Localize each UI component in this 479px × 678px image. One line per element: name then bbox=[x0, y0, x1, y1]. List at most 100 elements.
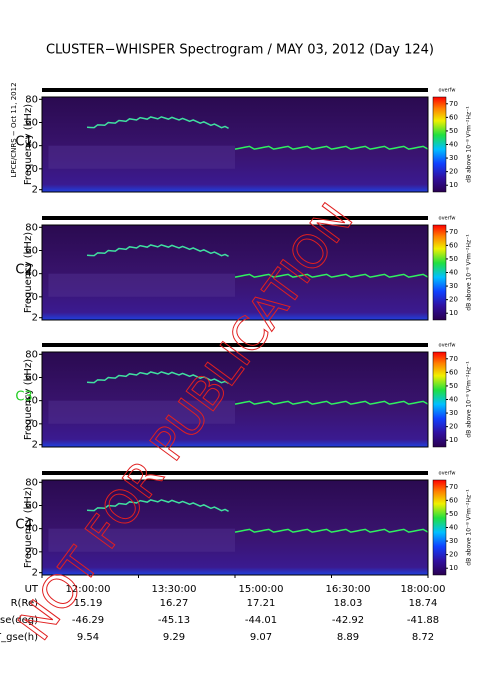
eph-time: 12:00:00 bbox=[66, 584, 111, 595]
y-tick-label: 2 bbox=[32, 568, 38, 579]
emission bbox=[234, 145, 429, 150]
y-tick-label: 80 bbox=[25, 222, 38, 233]
eph-value: 15.19 bbox=[74, 598, 103, 609]
colorbar-tick-label: 70 bbox=[449, 228, 458, 236]
y-label: Frequency (kHz) bbox=[23, 104, 34, 185]
eph-label: UT bbox=[25, 584, 39, 595]
y-tick-label: 2 bbox=[32, 440, 38, 451]
emission bbox=[86, 499, 229, 512]
eph-value: 18.74 bbox=[409, 598, 438, 609]
spectrogram bbox=[42, 480, 428, 575]
colorbar bbox=[432, 96, 447, 193]
colorbar-tick-label: 50 bbox=[449, 382, 458, 390]
colorbar-label: dB above 10⁻⁸ V²m⁻²Hz⁻¹ bbox=[466, 234, 473, 311]
colorbar bbox=[432, 351, 447, 448]
colorbar bbox=[432, 479, 447, 576]
emission bbox=[234, 273, 429, 278]
eph-value: -45.13 bbox=[158, 615, 190, 626]
eph-value: 9.54 bbox=[77, 632, 99, 643]
y-tick-label: 60 bbox=[25, 117, 38, 128]
spectrogram bbox=[42, 97, 428, 192]
y-tick-label: 40 bbox=[25, 396, 38, 407]
top-bar bbox=[42, 88, 428, 92]
panel-label: C3 bbox=[15, 390, 32, 405]
y-tick-label: 20 bbox=[25, 419, 38, 430]
y-tick-label: 80 bbox=[25, 477, 38, 488]
colorbar-tick-label: 10 bbox=[449, 436, 458, 444]
colorbar-tick-label: 40 bbox=[449, 141, 458, 149]
side-label: LPCE/CNRS − Oct 11, 2012 bbox=[10, 82, 18, 177]
colorbar-tick-label: 30 bbox=[449, 282, 458, 290]
y-tick-label: 40 bbox=[25, 269, 38, 280]
colorbar-tick-label: 60 bbox=[449, 496, 458, 504]
colorbar bbox=[432, 224, 447, 321]
eph-value: -42.92 bbox=[332, 615, 364, 626]
ephemeris: UT 12:00:00 13:30:00 15:00:00 16:30:00 18:00:… bbox=[0, 584, 445, 643]
y-tick-label: 80 bbox=[25, 349, 38, 360]
colorbar-tick-label: 40 bbox=[449, 269, 458, 277]
y-tick-label: 60 bbox=[25, 372, 38, 383]
eph-time: 13:30:00 bbox=[152, 584, 197, 595]
y-label: Frequency (kHz) bbox=[23, 232, 34, 313]
colorbar-tick-label: 70 bbox=[449, 483, 458, 491]
eph-value: 9.07 bbox=[250, 632, 272, 643]
colorbar-tick-label: 70 bbox=[449, 355, 458, 363]
emission-block bbox=[48, 400, 235, 424]
y-tick-label: 2 bbox=[32, 185, 38, 196]
eph-value: 17.21 bbox=[247, 598, 276, 609]
colorbar-tick-label: 30 bbox=[449, 154, 458, 162]
colorbar-tick-label: 50 bbox=[449, 510, 458, 518]
y-tick-label: 60 bbox=[25, 245, 38, 256]
eph-time: 18:00:00 bbox=[401, 584, 446, 595]
colorbar-tick-label: 20 bbox=[449, 551, 458, 559]
eph-value: 8.89 bbox=[337, 632, 359, 643]
emission bbox=[234, 400, 429, 405]
colorbar-tick-label: 40 bbox=[449, 396, 458, 404]
colorbar-tick-label: 30 bbox=[449, 537, 458, 545]
frame bbox=[41, 96, 429, 193]
eph-value: 8.72 bbox=[412, 632, 434, 643]
panel-label: C1 bbox=[15, 135, 32, 150]
y-label: Frequency (kHz) bbox=[23, 359, 34, 440]
colorbar-tick-label: 50 bbox=[449, 127, 458, 135]
y-tick-label: 40 bbox=[25, 524, 38, 535]
top-bar bbox=[42, 343, 428, 347]
colorbar-top: overfw bbox=[439, 343, 456, 349]
colorbar-top: overfw bbox=[439, 471, 456, 477]
colorbar-tick-label: 60 bbox=[449, 113, 458, 121]
colorbar-tick-label: 60 bbox=[449, 368, 458, 376]
emission-block bbox=[48, 145, 235, 169]
title: CLUSTER−WHISPER Spectrogram / MAY 03, 20… bbox=[46, 43, 434, 58]
colorbar-label: dB above 10⁻⁸ V²m⁻²Hz⁻¹ bbox=[466, 106, 473, 183]
colorbar-tick-label: 10 bbox=[449, 181, 458, 189]
colorbar-top: overfw bbox=[439, 88, 456, 94]
emission bbox=[86, 371, 229, 384]
eph-label: LT_gse(h) bbox=[0, 632, 38, 643]
frame bbox=[41, 351, 429, 448]
colorbar-tick-label: 10 bbox=[449, 564, 458, 572]
eph-value: 16.27 bbox=[160, 598, 189, 609]
colorbar-tick-label: 50 bbox=[449, 255, 458, 263]
eph-time: 16:30:00 bbox=[326, 584, 371, 595]
y-label: Frequency (kHz) bbox=[23, 487, 34, 568]
eph-value: -46.29 bbox=[72, 615, 104, 626]
eph-value: 9.29 bbox=[163, 632, 185, 643]
colorbar-tick-label: 20 bbox=[449, 423, 458, 431]
y-tick-label: 20 bbox=[25, 292, 38, 303]
colorbar-tick-label: 30 bbox=[449, 409, 458, 417]
emission-block bbox=[48, 528, 235, 552]
colorbar-tick-label: 10 bbox=[449, 309, 458, 317]
colorbar-label: dB above 10⁻⁸ V²m⁻²Hz⁻¹ bbox=[466, 489, 473, 566]
eph-value: -41.88 bbox=[407, 615, 439, 626]
colorbar-tick-label: 70 bbox=[449, 100, 458, 108]
frame bbox=[41, 224, 429, 321]
spectrogram bbox=[42, 352, 428, 447]
emission bbox=[234, 528, 429, 533]
y-tick-label: 80 bbox=[25, 94, 38, 105]
colorbar-top: overfw bbox=[439, 216, 456, 222]
panel-label: C2 bbox=[15, 263, 32, 278]
colorbar-tick-label: 40 bbox=[449, 524, 458, 532]
eph-time: 15:00:00 bbox=[239, 584, 284, 595]
colorbar-tick-label: 20 bbox=[449, 168, 458, 176]
